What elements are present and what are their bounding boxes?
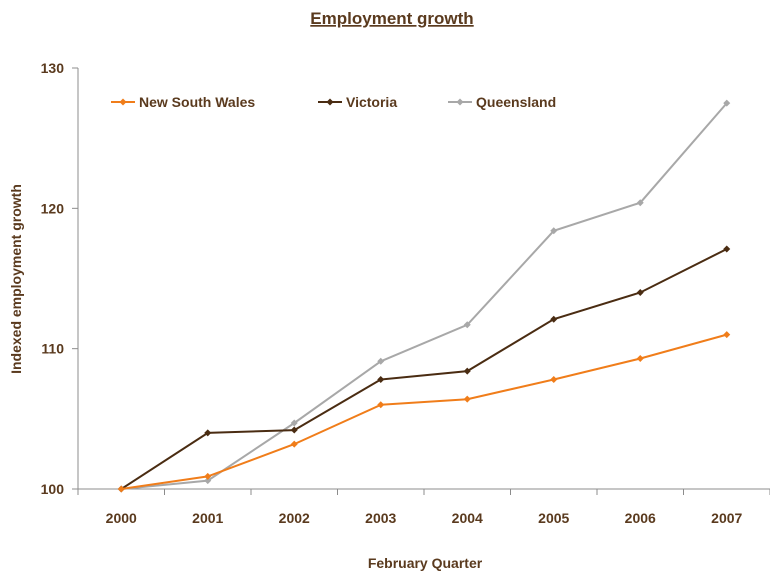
data-point bbox=[723, 331, 731, 339]
legend-label: Queensland bbox=[476, 94, 556, 110]
data-point bbox=[290, 419, 298, 427]
x-tick-label: 2007 bbox=[711, 510, 742, 526]
series-line bbox=[121, 333, 728, 490]
y-ticks: 100 110 120 130 bbox=[41, 60, 78, 497]
legend-item: Victoria bbox=[318, 94, 397, 110]
legend-item: New South Wales bbox=[111, 94, 255, 110]
data-point bbox=[377, 357, 385, 365]
data-point bbox=[463, 395, 471, 403]
x-axis-title: February Quarter bbox=[368, 555, 483, 571]
data-point bbox=[636, 199, 644, 207]
data-point bbox=[636, 289, 644, 297]
legend-label: New South Wales bbox=[139, 94, 255, 110]
x-tick-label: 2004 bbox=[452, 510, 483, 526]
data-point bbox=[377, 401, 385, 409]
data-point bbox=[636, 354, 644, 362]
y-axis-title: Indexed employment growth bbox=[8, 184, 24, 374]
x-tick-label: 2001 bbox=[192, 510, 223, 526]
legend: New South Wales Victoria Queensland bbox=[111, 94, 556, 110]
x-tick-label: 2005 bbox=[538, 510, 569, 526]
legend-marker bbox=[456, 98, 464, 106]
data-point bbox=[377, 376, 385, 384]
data-point bbox=[290, 440, 298, 448]
legend-item: Queensland bbox=[448, 94, 556, 110]
series-line bbox=[121, 102, 728, 490]
y-tick-label: 120 bbox=[41, 200, 65, 216]
data-point bbox=[463, 367, 471, 375]
y-tick-label: 130 bbox=[41, 60, 65, 76]
series-layer bbox=[117, 99, 731, 493]
data-point bbox=[290, 426, 298, 434]
data-point bbox=[723, 99, 731, 107]
data-point bbox=[550, 376, 558, 384]
series-victoria bbox=[117, 245, 731, 493]
data-point bbox=[723, 245, 731, 253]
legend-marker bbox=[119, 98, 127, 106]
data-point bbox=[204, 429, 212, 437]
data-point bbox=[550, 315, 558, 323]
x-ticks: 2000 2001 2002 2003 2004 2005 2006 2007 bbox=[77, 489, 770, 526]
chart-title: Employment growth bbox=[310, 9, 473, 28]
series-new-south-wales bbox=[117, 331, 731, 493]
data-point bbox=[463, 321, 471, 329]
x-tick-label: 2006 bbox=[625, 510, 656, 526]
x-tick-label: 2002 bbox=[279, 510, 310, 526]
x-tick-label: 2000 bbox=[106, 510, 137, 526]
series-line bbox=[120, 248, 728, 490]
data-point bbox=[550, 227, 558, 235]
y-tick-label: 110 bbox=[41, 341, 64, 357]
data-point bbox=[117, 485, 125, 493]
legend-marker bbox=[326, 98, 334, 106]
data-point bbox=[204, 472, 212, 480]
legend-label: Victoria bbox=[346, 94, 397, 110]
data-point bbox=[204, 477, 212, 485]
y-tick-label: 100 bbox=[41, 481, 65, 497]
x-tick-label: 2003 bbox=[365, 510, 396, 526]
